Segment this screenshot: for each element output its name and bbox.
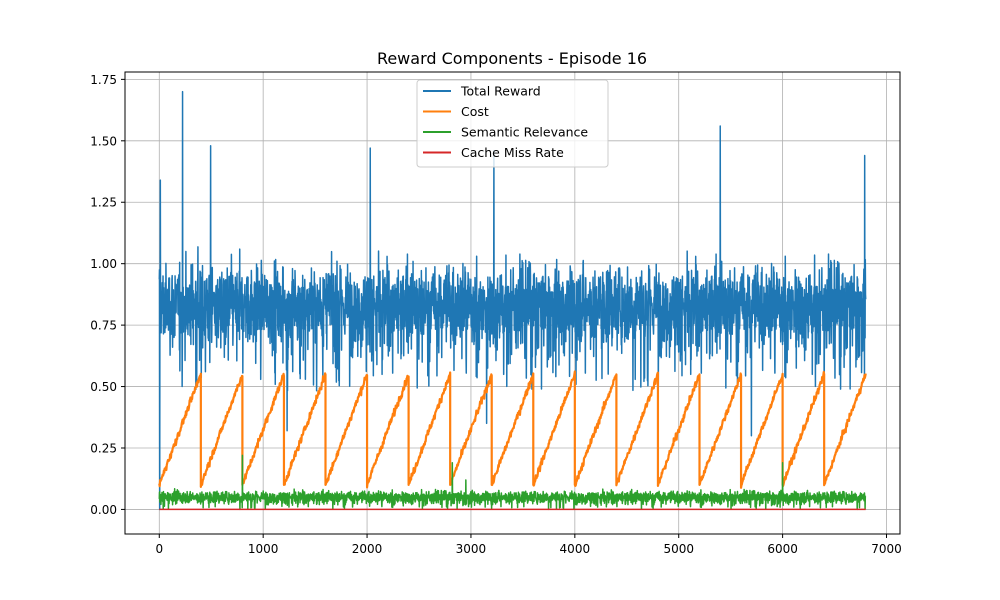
series-line-semantic-relevance xyxy=(158,454,867,511)
y-tick-label: 0.50 xyxy=(90,380,117,394)
y-tick-label: 0.25 xyxy=(90,441,117,455)
series-line-total-reward xyxy=(158,90,867,511)
y-tick-label: 0.00 xyxy=(90,503,117,517)
y-tick-label: 1.25 xyxy=(90,196,117,210)
x-tick-label: 5000 xyxy=(663,542,694,556)
y-tick-label: 0.75 xyxy=(90,319,117,333)
y-tick-label: 1.00 xyxy=(90,257,117,271)
y-tick-label: 1.50 xyxy=(90,134,117,148)
x-tick-label: 2000 xyxy=(352,542,383,556)
x-tick-label: 6000 xyxy=(767,542,798,556)
x-tick-label: 0 xyxy=(155,542,163,556)
legend-label: Cost xyxy=(461,104,489,119)
x-tick-label: 4000 xyxy=(560,542,591,556)
x-tick-label: 3000 xyxy=(456,542,487,556)
axes-frame xyxy=(124,71,901,535)
x-tick-label: 1000 xyxy=(248,542,279,556)
legend-label: Semantic Relevance xyxy=(461,125,588,140)
legend-label: Cache Miss Rate xyxy=(461,145,564,160)
legend-box xyxy=(416,79,609,168)
series-line-cost xyxy=(158,370,867,489)
x-tick-label: 7000 xyxy=(871,542,902,556)
y-tick-label: 1.75 xyxy=(90,73,117,87)
chart-title: Reward Components - Episode 16 xyxy=(377,49,647,68)
legend-label: Total Reward xyxy=(460,84,541,99)
plot-area: 0 1000 2000 3000 4000 5000 6000 7000 0.00 0.25 0.5… xyxy=(90,71,902,556)
